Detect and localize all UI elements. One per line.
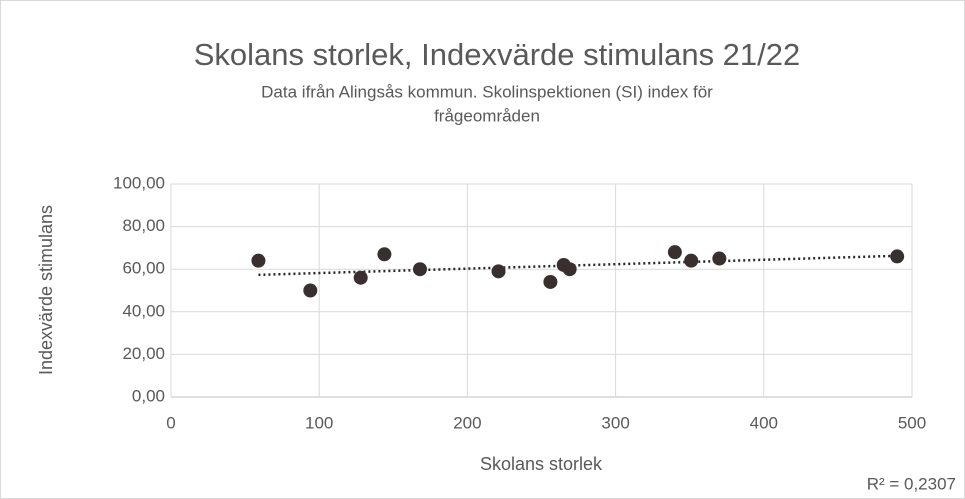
x-tick-label: 0 — [166, 413, 175, 432]
point — [890, 249, 905, 264]
point — [377, 247, 392, 262]
x-tick-label: 400 — [750, 413, 778, 432]
point — [712, 251, 727, 266]
y-tick-label: 80,00 — [122, 216, 165, 235]
x-axis-label: Skolans storlek — [480, 454, 603, 474]
point — [684, 253, 699, 268]
x-tick-label: 500 — [898, 413, 926, 432]
r-squared: R² = 0,2307 — [867, 474, 956, 493]
trendline — [258, 254, 898, 277]
point — [412, 262, 427, 277]
chart-subtitle: Data ifrån Alingsås kommun. Skolinspekti… — [261, 82, 713, 101]
y-tick-label: 60,00 — [122, 259, 165, 278]
x-tick-label: 100 — [305, 413, 333, 432]
y-tick-label: 100,00 — [113, 173, 165, 192]
point — [251, 253, 266, 268]
point — [667, 245, 682, 260]
point — [562, 262, 577, 277]
y-tick-label: 40,00 — [122, 301, 165, 320]
y-tick-label: 0,00 — [132, 386, 165, 405]
y-tick-label: 20,00 — [122, 344, 165, 363]
point — [491, 264, 506, 279]
x-tick-label: 200 — [453, 413, 481, 432]
point — [303, 283, 318, 298]
chart-title: Skolans storlek, Indexvärde stimulans 21… — [194, 37, 801, 72]
y-axis-label: Indexvärde stimulans — [36, 205, 56, 375]
chart-subtitle: frågeområden — [434, 106, 540, 125]
point — [543, 274, 558, 289]
point — [353, 270, 368, 285]
x-tick-label: 300 — [601, 413, 629, 432]
